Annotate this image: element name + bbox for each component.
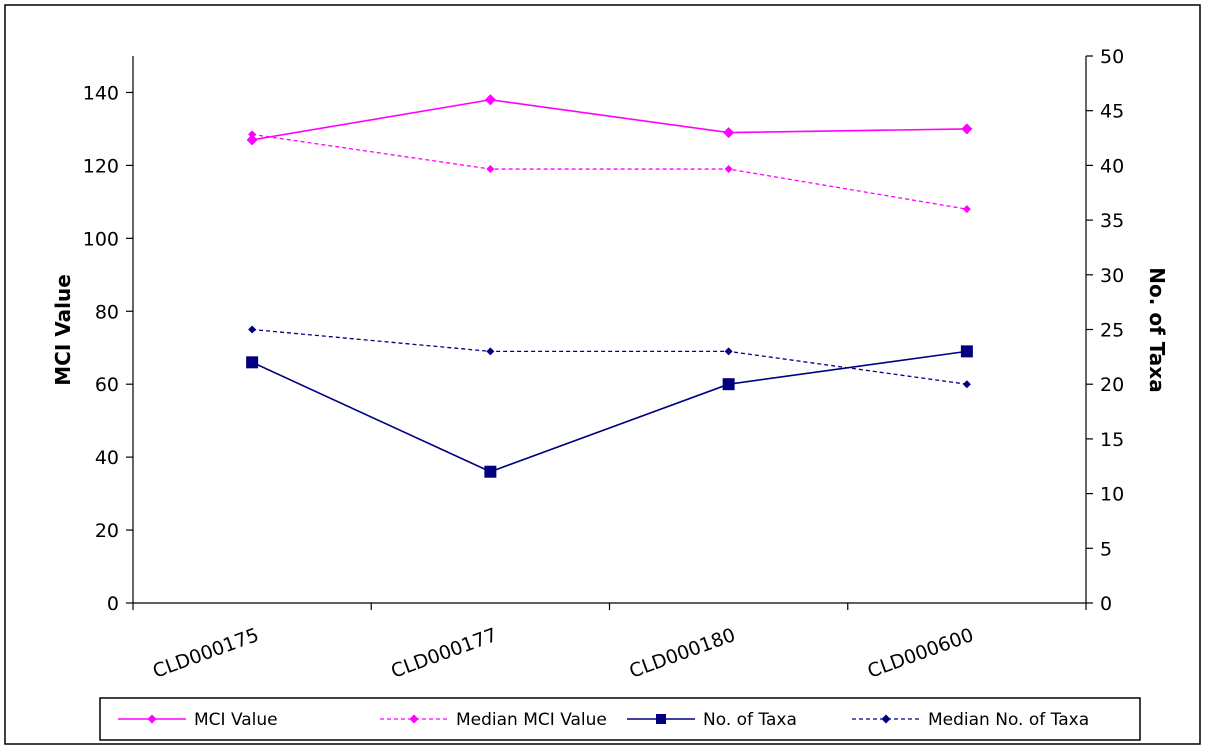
left-tick-label: 120 [83,155,119,177]
left-tick-label: 60 [95,374,119,396]
right-tick-label: 20 [1100,374,1124,396]
legend-label: Median MCI Value [456,710,607,730]
right-tick-label: 5 [1100,538,1112,560]
data-point [484,94,496,106]
data-point [960,345,973,358]
data-point [246,134,258,146]
legend-label: No. of Taxa [703,710,797,730]
left-tick-label: 80 [95,301,119,323]
legend-box [99,697,1141,741]
series-line [251,98,967,141]
data-point [486,347,495,356]
left-tick-label: 40 [95,447,119,469]
legend-marker [147,714,157,724]
left-axis-title: MCI Value [51,274,75,386]
data-point [961,123,973,135]
right-tick-label: 10 [1100,484,1124,506]
right-tick-label: 0 [1100,593,1112,615]
right-tick-label: 15 [1100,429,1124,451]
left-tick-label: 0 [107,593,119,615]
data-point [723,127,735,139]
data-point [724,347,733,356]
series-3 [248,325,971,389]
legend-label: MCI Value [194,710,278,730]
data-point [962,380,971,389]
legend-marker [409,714,419,724]
right-tick-label: 50 [1100,46,1124,68]
data-point [486,165,495,174]
series-layer [246,94,973,478]
legend-entry-0: MCI Value [118,710,278,730]
legend-label: Median No. of Taxa [928,710,1089,730]
left-tick-label: 20 [95,520,119,542]
legend-marker [656,714,666,724]
data-point [724,165,733,174]
data-point [248,325,257,334]
right-tick-label: 45 [1100,101,1124,123]
left-tick-label: 140 [83,82,119,104]
right-tick-label: 35 [1100,210,1124,232]
chart-border [4,4,1201,745]
legend-entry-3: Median No. of Taxa [852,710,1089,730]
legend-entry-2: No. of Taxa [627,710,797,730]
series-line [252,133,967,210]
data-point [722,378,735,391]
data-point [246,356,259,369]
right-tick-label: 25 [1100,320,1124,342]
legend-marker [881,714,891,724]
data-point [962,205,971,214]
right-tick-label: 30 [1100,265,1124,287]
legend: MCI Value Median MCI Value No. of Taxa Medi… [99,697,1141,741]
series-0 [246,94,973,146]
legend-entry-1: Median MCI Value [380,710,607,730]
data-point [248,130,257,139]
series-1 [248,130,971,214]
data-point [484,465,497,478]
series-line [252,328,967,385]
right-tick-label: 40 [1100,155,1124,177]
left-tick-label: 100 [83,228,119,250]
right-axis-title: No. of Taxa [1145,267,1169,392]
